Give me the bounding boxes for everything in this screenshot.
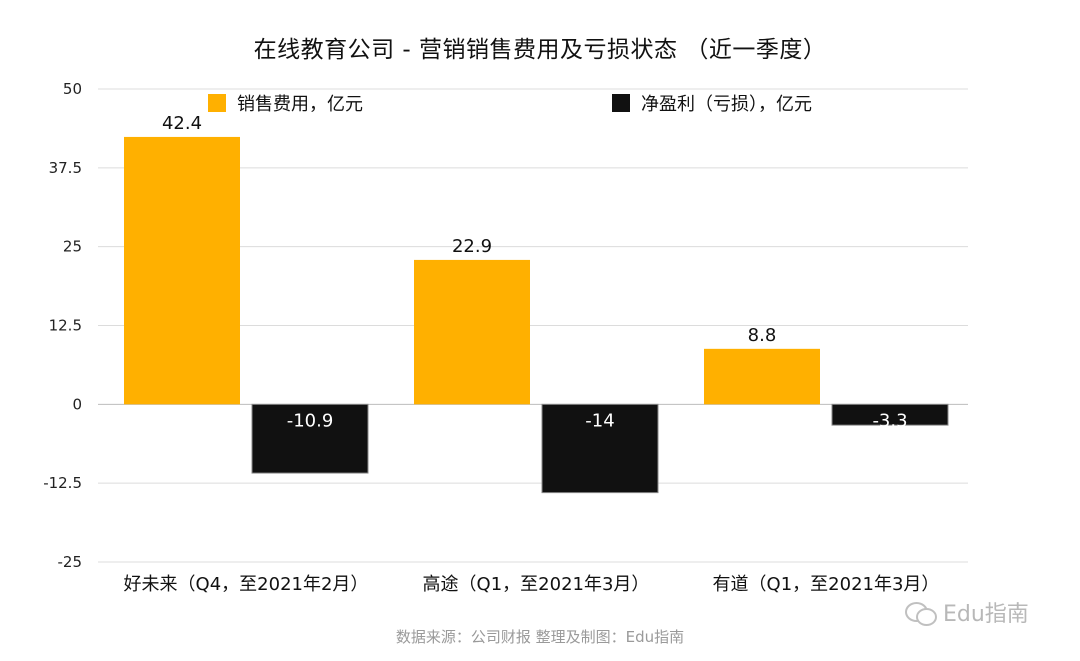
value-label: -10.9 xyxy=(287,410,334,431)
bar-net-profit xyxy=(541,403,659,494)
value-label: -14 xyxy=(585,410,614,431)
value-labels: 42.4 22.9 8.8 -10.9 -14 -3.3 xyxy=(162,113,908,431)
wechat-icon xyxy=(905,599,937,626)
x-tick-label: 好未来（Q4，至2021年2月） xyxy=(124,574,369,595)
x-tick-label: 高途（Q1，至2021年3月） xyxy=(423,574,650,595)
watermark: Edu指南 xyxy=(905,596,1029,628)
bar-sales-expense xyxy=(704,348,820,405)
source-note: 数据来源：公司财报 整理及制图：Edu指南 xyxy=(395,628,685,646)
bar-net-profit xyxy=(831,403,949,426)
y-tick-label: 37.5 xyxy=(49,159,82,177)
bar-sales-expense xyxy=(124,136,240,405)
value-label: 42.4 xyxy=(162,113,202,134)
value-label: 8.8 xyxy=(748,325,777,346)
value-label: 22.9 xyxy=(452,236,492,257)
y-tick-label: 50 xyxy=(63,80,82,98)
x-tick-label: 有道（Q1，至2021年3月） xyxy=(713,574,940,595)
y-tick-label: -25 xyxy=(58,553,83,571)
x-axis-ticks: 好未来（Q4，至2021年2月） 高途（Q1，至2021年3月） 有道（Q1，至20… xyxy=(124,574,940,595)
y-tick-label: 25 xyxy=(63,238,82,256)
value-label: -3.3 xyxy=(872,410,907,431)
bars xyxy=(124,136,949,494)
legend: 销售费用，亿元 净盈利（亏损），亿元 xyxy=(208,94,812,115)
y-tick-label: -12.5 xyxy=(43,474,82,492)
bar-net-profit xyxy=(251,403,369,474)
chart-title: 在线教育公司 - 营销销售费用及亏损状态 （近一季度） xyxy=(253,37,827,63)
bar-sales-expense xyxy=(414,259,530,405)
legend-swatch xyxy=(612,94,630,112)
legend-label: 销售费用，亿元 xyxy=(237,94,363,115)
watermark-text: Edu指南 xyxy=(943,602,1029,627)
y-axis-ticks: 50 37.5 25 12.5 0 -12.5 -25 xyxy=(43,80,82,571)
y-tick-label: 12.5 xyxy=(49,317,82,335)
legend-swatch xyxy=(208,94,226,112)
legend-label: 净盈利（亏损），亿元 xyxy=(641,94,812,115)
grid-lines xyxy=(98,88,968,563)
y-tick-label: 0 xyxy=(72,395,82,413)
